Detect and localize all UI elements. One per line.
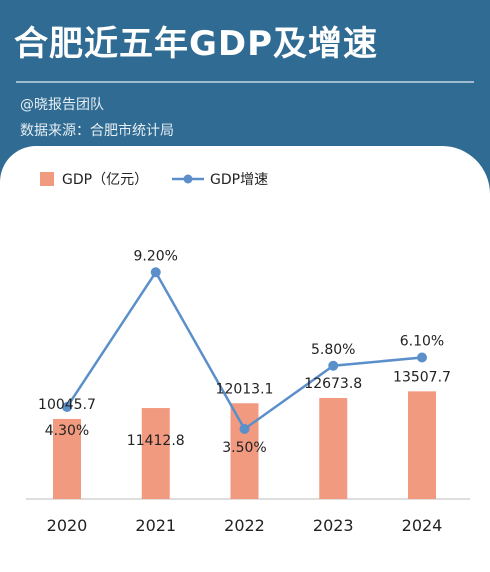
growth-point-2020 — [62, 402, 72, 412]
growth-label-2024: 6.10% — [400, 334, 444, 350]
growth-label-2023: 5.80% — [311, 342, 355, 358]
growth-label-2020: 4.30% — [45, 423, 89, 439]
page-title: 合肥近五年GDP及增速 — [14, 24, 379, 64]
growth-point-2024 — [417, 352, 427, 363]
legend-gdp-label: GDP（亿元） — [62, 172, 148, 188]
gdp-chart: GDP（亿元） GDP增速 10045.7 2020 11412.8 2021 1201… — [26, 172, 470, 535]
gdp-bar-2022 — [230, 403, 259, 499]
title-divider — [16, 81, 474, 83]
gdp-value-label-2023: 12673.8 — [304, 376, 362, 392]
gdp-value-label-2024: 13507.7 — [393, 369, 451, 385]
legend-gdp-swatch — [40, 172, 54, 186]
x-tick-label-2022: 2022 — [224, 516, 265, 535]
x-tick-label-2020: 2020 — [47, 516, 88, 535]
growth-point-2023 — [328, 360, 339, 371]
x-tick-label-2021: 2021 — [135, 516, 176, 535]
x-tick-label-2023: 2023 — [313, 516, 354, 535]
legend-growth-marker — [183, 174, 193, 184]
gdp-value-label-2021: 11412.8 — [127, 433, 185, 449]
gdp-bar-2021 — [141, 408, 170, 499]
gdp-value-label-2022: 12013.1 — [216, 381, 274, 397]
author-label: @晓报告团队 — [20, 97, 104, 113]
growth-label-2021: 9.20% — [134, 248, 178, 264]
gdp-bar-2024 — [408, 391, 436, 499]
legend-growth-label: GDP增速 — [210, 172, 268, 188]
growth-point-2021 — [150, 267, 161, 278]
chart-legend: GDP（亿元） GDP增速 — [40, 172, 268, 188]
growth-point-2022 — [239, 424, 250, 434]
growth-label-2022: 3.50% — [222, 440, 266, 456]
gdp-value-label-2020: 10045.7 — [38, 397, 96, 413]
gdp-bar-2020 — [53, 418, 81, 499]
gdp-bar-2023 — [319, 397, 348, 499]
source-label: 数据来源：合肥市统计局 — [20, 123, 174, 139]
x-tick-label-2024: 2024 — [402, 516, 443, 535]
